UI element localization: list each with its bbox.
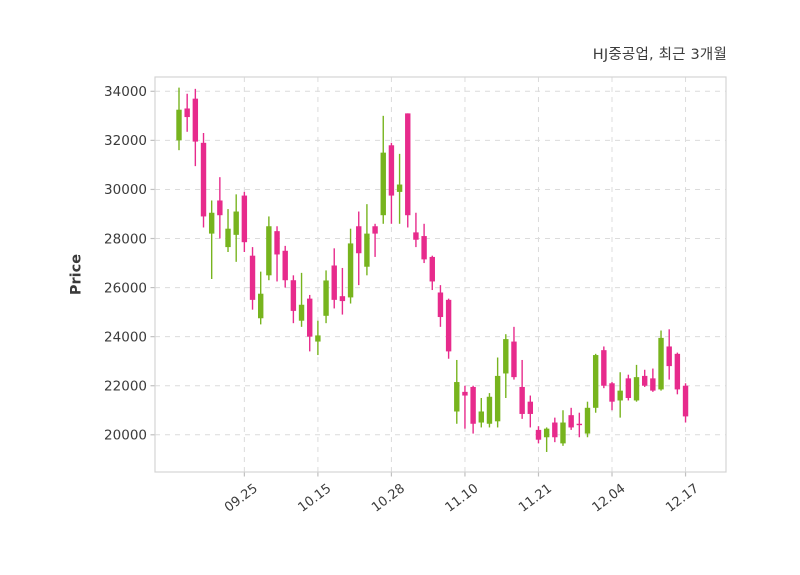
candle-body-up <box>503 339 509 374</box>
y-tick-label: 20000 <box>104 428 147 444</box>
x-tick-label: 12.17 <box>663 481 702 515</box>
candle-body-down <box>184 108 190 118</box>
candle-body-down <box>217 200 223 216</box>
candle-body-down <box>674 353 681 390</box>
candle-body-up <box>176 109 182 141</box>
candle-body-up <box>233 211 239 235</box>
candle-body-down <box>405 113 411 216</box>
candle-body-down <box>388 145 395 196</box>
candle-body-up <box>486 396 493 424</box>
candle-body-up <box>494 375 501 422</box>
candle-body-down <box>445 299 452 352</box>
candle-body-up <box>617 390 623 401</box>
candle-body-down <box>527 401 534 414</box>
candle-body-down <box>241 195 248 243</box>
candle-body-down <box>462 391 468 396</box>
candle-body-down <box>413 232 419 240</box>
candle-body-down <box>372 226 378 234</box>
candle-body-down <box>192 98 199 142</box>
candle-body-down <box>470 386 476 424</box>
candle-body-down <box>339 296 346 302</box>
candle-body-down <box>307 298 313 337</box>
candle-body-up <box>298 304 305 321</box>
candle-body-down <box>682 385 689 417</box>
candle-body-up <box>380 152 386 216</box>
candle-body-up <box>396 184 403 192</box>
x-tick-label: 10.15 <box>296 481 335 515</box>
candle-body-down <box>625 378 632 398</box>
candle-body-up <box>266 226 272 276</box>
candle-body-up <box>258 293 264 319</box>
y-tick-label: 34000 <box>104 84 147 100</box>
x-tick-label: 11.10 <box>443 481 482 515</box>
y-tick-label: 30000 <box>104 182 147 198</box>
candle-body-up <box>633 377 640 401</box>
candle-body-down <box>641 375 648 386</box>
candle-body-down <box>274 231 280 255</box>
candle-body-down <box>576 423 583 426</box>
candle-body-up <box>658 337 664 390</box>
candle-body-up <box>543 428 550 438</box>
candle-body-down <box>535 429 542 440</box>
y-tick-label: 26000 <box>104 280 147 296</box>
candle-body-up <box>560 422 566 444</box>
x-tick-label: 10.28 <box>369 481 408 515</box>
x-tick-label: 11.21 <box>516 481 555 515</box>
plot-border <box>154 76 727 473</box>
candle-body-down <box>290 280 297 311</box>
candle-body-down <box>421 236 427 260</box>
x-tick-label: 12.04 <box>590 481 629 515</box>
candle-body-down <box>650 378 656 391</box>
candle-body-up <box>208 212 215 234</box>
candle-body-down <box>519 386 525 414</box>
candle-body-down <box>331 265 337 300</box>
candle-body-up <box>323 280 329 316</box>
candle-body-down <box>568 415 574 428</box>
candle-body-down <box>437 292 444 318</box>
candle-body-down <box>552 422 558 438</box>
candle-body-up <box>478 411 484 423</box>
y-tick-label: 32000 <box>104 133 147 149</box>
candle-body-down <box>282 250 288 281</box>
x-tick-label: 09.25 <box>222 481 261 515</box>
candle-body-down <box>511 341 517 378</box>
candle-body-down <box>609 383 615 402</box>
candle-body-up <box>364 233 370 267</box>
y-tick-label: 28000 <box>104 231 147 247</box>
candle-body-down <box>356 226 362 254</box>
chart-title: HJ중공업, 최근 3개월 <box>592 47 727 63</box>
candle-body-up <box>347 243 354 298</box>
candle-body-up <box>225 228 231 248</box>
candle-body-up <box>315 335 321 342</box>
y-axis-label: Price <box>68 253 85 296</box>
candle-body-up <box>592 355 599 408</box>
candle-body-down <box>249 255 256 300</box>
candle-body-down <box>200 142 207 217</box>
y-tick-label: 24000 <box>104 329 147 345</box>
candle-body-down <box>601 350 607 386</box>
candle-body-down <box>429 256 435 282</box>
candle-body-down <box>666 346 672 367</box>
y-tick-label: 22000 <box>104 379 147 395</box>
candle-body-up <box>454 382 460 412</box>
candle-body-up <box>584 407 591 434</box>
